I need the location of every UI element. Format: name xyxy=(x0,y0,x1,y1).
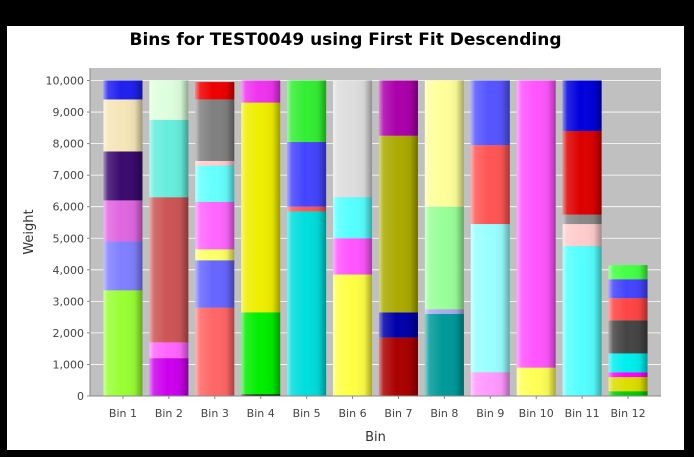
bar-shading xyxy=(562,80,602,396)
bar-stack xyxy=(562,80,602,396)
bars xyxy=(103,80,648,396)
x-tick-label: Bin 3 xyxy=(201,407,229,420)
y-tick-label: 4,000 xyxy=(53,264,85,277)
bar-shading xyxy=(378,80,418,396)
bar-shading xyxy=(333,80,373,396)
x-tick-label: Bin 11 xyxy=(565,407,600,420)
y-tick-label: 9,000 xyxy=(53,106,85,119)
bar-shading xyxy=(103,80,143,396)
x-tick-label: Bin 9 xyxy=(476,407,504,420)
bar-stack xyxy=(516,80,556,396)
x-tick-label: Bin 12 xyxy=(611,407,646,420)
x-tick-label: Bin 1 xyxy=(109,407,137,420)
y-tick-label: 7,000 xyxy=(53,169,85,182)
bar-shading xyxy=(149,80,189,396)
x-tick-label: Bin 6 xyxy=(339,407,367,420)
bar-stack xyxy=(149,80,189,396)
x-tick-label: Bin 4 xyxy=(247,407,275,420)
bar-stack xyxy=(424,80,464,396)
y-tick-label: 10,000 xyxy=(46,75,85,88)
bar-stack xyxy=(470,80,510,396)
x-tick-label: Bin 8 xyxy=(430,407,458,420)
bar-stack xyxy=(378,80,418,396)
bar-shading xyxy=(424,80,464,396)
x-axis-label: Bin xyxy=(365,430,386,445)
y-axis-label: Weight xyxy=(22,209,37,254)
y-tick-label: 2,000 xyxy=(53,327,85,340)
y-tick-label: 0 xyxy=(77,390,84,403)
x-tick-label: Bin 10 xyxy=(519,407,554,420)
bar-stack xyxy=(608,265,648,396)
bar-shading xyxy=(287,80,327,396)
y-tick-label: 8,000 xyxy=(53,138,85,151)
bar-stack xyxy=(241,80,281,396)
y-tick-label: 3,000 xyxy=(53,295,85,308)
bar-stack xyxy=(333,80,373,396)
x-tick-label: Bin 7 xyxy=(384,407,412,420)
bar-shading xyxy=(470,80,510,396)
bar-shading xyxy=(516,80,556,396)
x-tick-label: Bin 2 xyxy=(155,407,183,420)
bar-stack xyxy=(287,80,327,396)
chart-title: Bins for TEST0049 using First Fit Descen… xyxy=(129,30,562,50)
y-tick-label: 5,000 xyxy=(53,232,85,245)
x-tick-label: Bin 5 xyxy=(293,407,321,420)
y-tick-label: 1,000 xyxy=(53,358,85,371)
bar-shading xyxy=(241,80,281,396)
bar-stack xyxy=(195,82,235,396)
axes: 0 1,000 2,000 3,000 4,000 5,000 6,000 7,000 8,00… xyxy=(46,68,661,420)
bar-shading xyxy=(608,265,648,396)
y-tick-label: 6,000 xyxy=(53,201,85,214)
bar-shading xyxy=(195,82,235,396)
bar-stack xyxy=(103,80,143,396)
